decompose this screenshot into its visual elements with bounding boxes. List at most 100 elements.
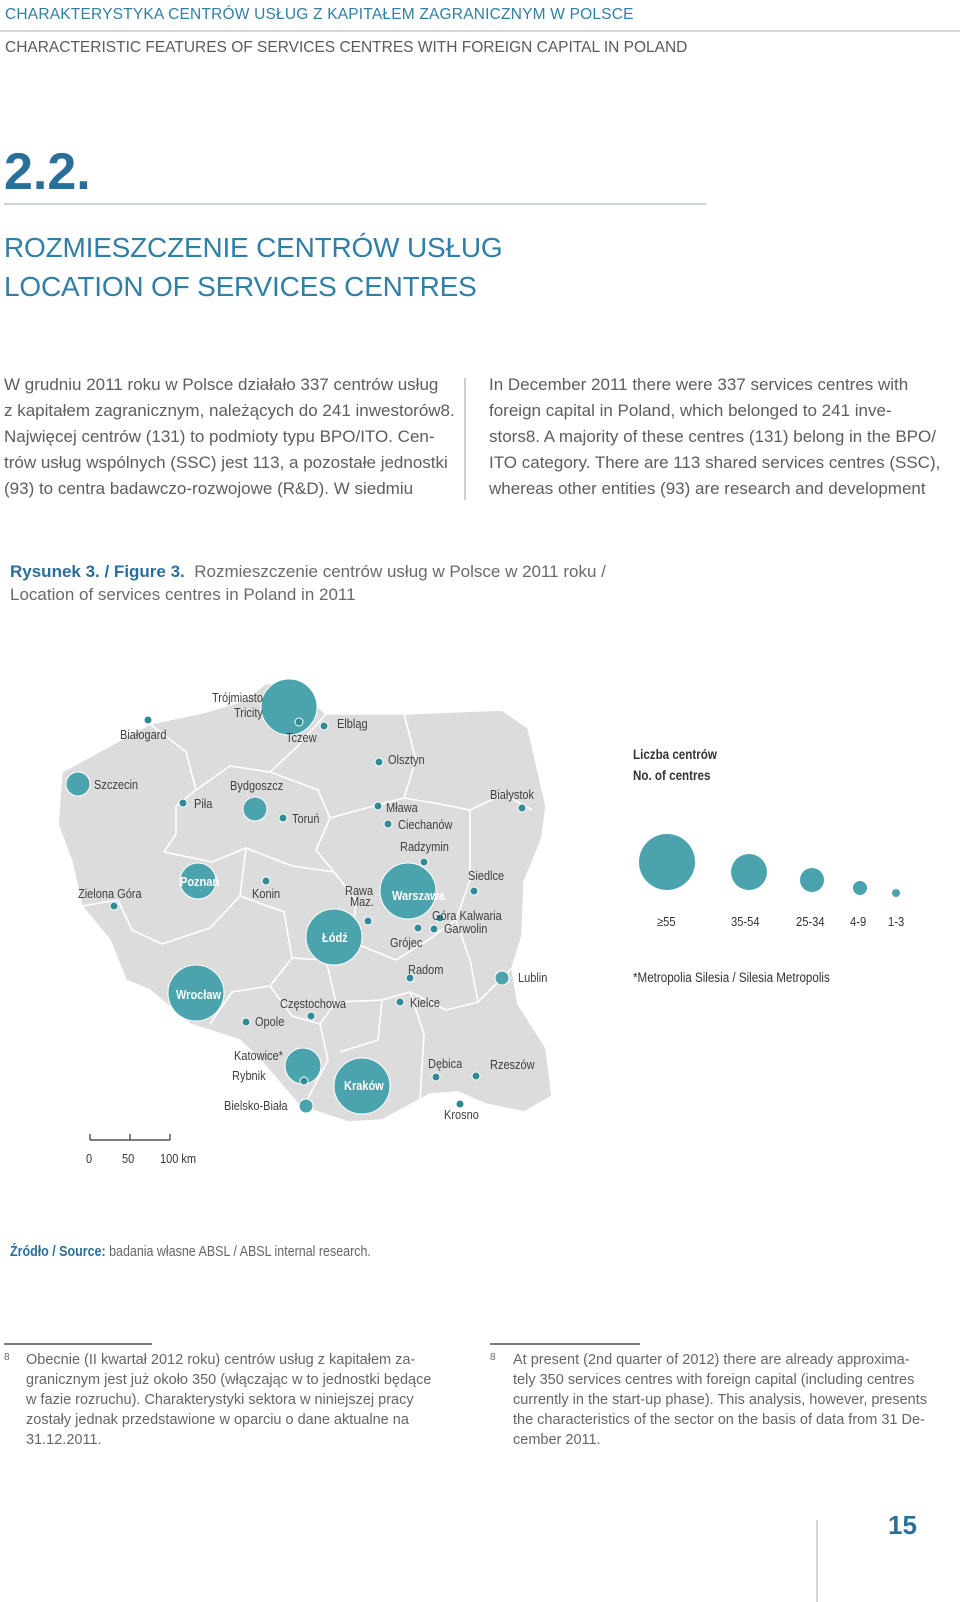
city-label: Radzymin: [400, 840, 449, 854]
legend-label: ≥55: [657, 914, 676, 929]
city-label: Garwolin: [444, 922, 488, 936]
city-bubble: [395, 997, 405, 1007]
city-label: Kraków: [344, 1079, 384, 1093]
city-bubble: [363, 916, 373, 926]
city-bubble: [242, 796, 268, 822]
city-bubble: [65, 771, 91, 797]
footnote-en-line: the characteristics of the sector on the…: [513, 1412, 925, 1428]
city-label: Trójmiasto: [212, 691, 263, 705]
legend-bubble: [731, 854, 767, 890]
section-divider: [4, 203, 706, 205]
legend-title-en: No. of centres: [633, 768, 711, 783]
city-bubble: [109, 901, 119, 911]
header-divider: [0, 30, 960, 32]
running-header-en: CHARACTERISTIC FEATURES OF SERVICES CENT…: [5, 39, 688, 56]
legend-label: 25-34: [796, 914, 825, 929]
footnote-number-pl: 8: [4, 1352, 10, 1363]
intro-paragraph-en: In December 2011 there were 337 services…: [489, 372, 949, 502]
section-title-en: LOCATION OF SERVICES CENTRES: [4, 271, 477, 302]
city-bubble: [167, 964, 225, 1022]
city-label: Grójec: [390, 936, 423, 950]
city-bubble: [179, 862, 217, 900]
intro-en-line: foreign capital in Poland, which belonge…: [489, 401, 892, 420]
city-label: Piła: [194, 797, 213, 811]
legend-title-pl: Liczba centrów: [633, 747, 717, 762]
city-label: Poznań: [180, 875, 220, 889]
footnote-rule-pl: [4, 1343, 152, 1345]
section-title-pl: ROZMIESZCZENIE CENTRÓW USŁUG: [4, 232, 503, 263]
city-label: Góra Kalwaria: [432, 909, 502, 923]
footnote-pl: Obecnie (II kwartał 2012 roku) centrów u…: [26, 1350, 431, 1450]
legend-label: 4-9: [850, 914, 867, 929]
footnote-en-line: At present (2nd quarter of 2012) there a…: [513, 1352, 910, 1368]
footnote-pl-line: zostały jednak przedstawione w oparciu o…: [26, 1412, 409, 1428]
city-label: Białystok: [490, 788, 535, 802]
city-label: Kielce: [410, 996, 440, 1010]
footnote-en-line: tely 350 services centres with foreign c…: [513, 1372, 915, 1388]
city-label: Bielsko-Biała: [224, 1099, 288, 1113]
city-label: Olsztyn: [388, 753, 425, 767]
intro-pl-line: Najwięcej centrów (131) to podmioty typu…: [4, 427, 435, 446]
city-bubble: [299, 1076, 309, 1086]
city-bubble: [294, 717, 304, 727]
city-bubble: [419, 857, 429, 867]
city-label: Tczew: [286, 731, 317, 745]
city-label: Dębica: [428, 1057, 463, 1071]
footnote-pl-line: granicznym jest już około 350 (włączając…: [26, 1372, 432, 1388]
city-bubble: [306, 1011, 316, 1021]
city-bubble: [431, 1072, 441, 1082]
page-number: 15: [888, 1510, 917, 1540]
city-bubble: [178, 798, 188, 808]
city-bubble: [261, 876, 271, 886]
city-label: Katowice*: [234, 1049, 283, 1063]
city-bubble: [405, 973, 415, 983]
legend-note: *Metropolia Silesia / Silesia Metropolis: [633, 970, 830, 985]
intro-pl-line: z kapitałem zagranicznym, należących do …: [4, 401, 455, 420]
city-label: Zielona Góra: [78, 887, 142, 901]
city-bubbles: [65, 678, 527, 1115]
column-divider: [464, 378, 466, 500]
city-label: Warszawa: [392, 889, 445, 903]
city-bubble: [298, 1098, 314, 1114]
intro-pl-line: (93) to centra badawczo-rozwojowe (R&D).…: [4, 479, 414, 498]
footnote-en: At present (2nd quarter of 2012) there a…: [513, 1350, 927, 1450]
figure-caption-en: Location of services centres in Poland i…: [10, 585, 356, 604]
city-label: Konin: [252, 887, 281, 901]
intro-en-line: ITO category. There are 113 shared servi…: [489, 453, 941, 472]
city-label: Częstochowa: [280, 997, 347, 1011]
city-bubble: [373, 801, 383, 811]
figure-caption: Rysunek 3. / Figure 3. Rozmieszczenie ce…: [10, 560, 606, 606]
city-label: Bydgoszcz: [230, 779, 284, 793]
city-bubble: [379, 862, 437, 920]
city-label: Rawa: [345, 884, 374, 898]
city-label: Tricity: [234, 706, 263, 720]
city-label: Mława: [386, 801, 418, 815]
city-bubble: [469, 886, 479, 896]
figure-source: Źródło / Source: badania własne ABSL / A…: [10, 1244, 371, 1260]
running-header-pl: CHARAKTERYSTYKA CENTRÓW USŁUG Z KAPITAŁE…: [5, 6, 634, 23]
section-number: 2.2.: [4, 143, 91, 201]
footnote-pl-line: w fazie rozruchu). Charakterystyki sekto…: [26, 1392, 414, 1408]
intro-pl-line: W grudniu 2011 roku w Polsce działało 33…: [4, 375, 439, 394]
intro-en-line: stors8. A majority of these centres (131…: [489, 427, 936, 446]
legend-bubble: [639, 834, 695, 890]
city-label: Rybnik: [232, 1069, 266, 1083]
intro-paragraph-pl: W grudniu 2011 roku w Polsce działało 33…: [4, 372, 455, 502]
scale-label: 0: [86, 1152, 93, 1166]
city-bubble: [374, 757, 384, 767]
city-label: Opole: [255, 1015, 285, 1029]
source-label: Źródło / Source:: [10, 1244, 106, 1260]
city-label: Toruń: [292, 812, 320, 826]
city-label: Krosno: [444, 1108, 479, 1122]
city-label: Elbląg: [337, 717, 368, 731]
footnote-pl-line: Obecnie (II kwartał 2012 roku) centrów u…: [26, 1352, 416, 1368]
city-bubble: [278, 813, 288, 823]
city-label: Siedlce: [468, 869, 505, 883]
legend-bubble: [853, 881, 867, 895]
city-label: Wrocław: [176, 988, 222, 1002]
footnote-rule-en: [490, 1343, 640, 1345]
city-label: Maz.: [350, 895, 374, 909]
legend-label: 35-54: [731, 914, 760, 929]
city-bubble: [471, 1071, 481, 1081]
city-label: Radom: [408, 963, 444, 977]
